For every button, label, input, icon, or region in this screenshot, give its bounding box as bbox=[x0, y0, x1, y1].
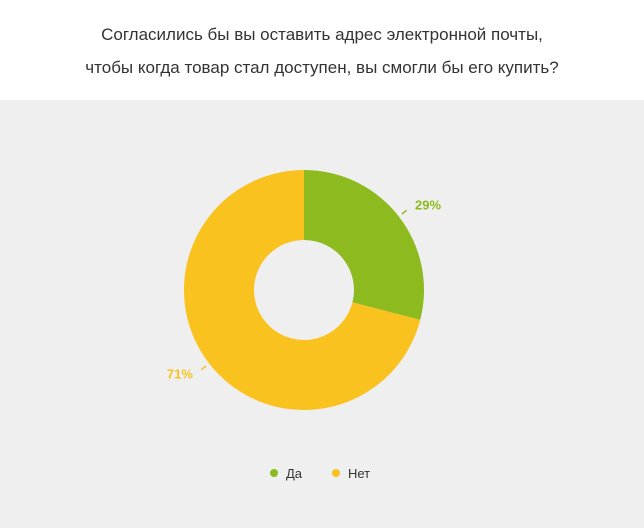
legend-marker-1 bbox=[332, 469, 340, 477]
legend-label-1: Нет bbox=[348, 466, 370, 481]
chart-title-line-1: Согласились бы вы оставить адрес электро… bbox=[101, 25, 543, 44]
chart-panel: 29% 71% Да Нет bbox=[0, 100, 644, 528]
slice-1 bbox=[184, 170, 421, 410]
legend-label-0: Да bbox=[286, 466, 303, 481]
data-label-1: 71% bbox=[167, 367, 193, 382]
chart-header: Согласились бы вы оставить адрес электро… bbox=[0, 0, 644, 100]
donut-chart: 29% 71% Да Нет bbox=[167, 170, 442, 481]
label-connector-1 bbox=[200, 365, 207, 371]
label-connector-0 bbox=[401, 209, 408, 215]
data-label-0: 29% bbox=[415, 197, 441, 212]
chart-title-line-2: чтобы когда товар стал доступен, вы смог… bbox=[85, 58, 559, 77]
slice-0 bbox=[304, 170, 425, 320]
legend-marker-0 bbox=[270, 469, 278, 477]
